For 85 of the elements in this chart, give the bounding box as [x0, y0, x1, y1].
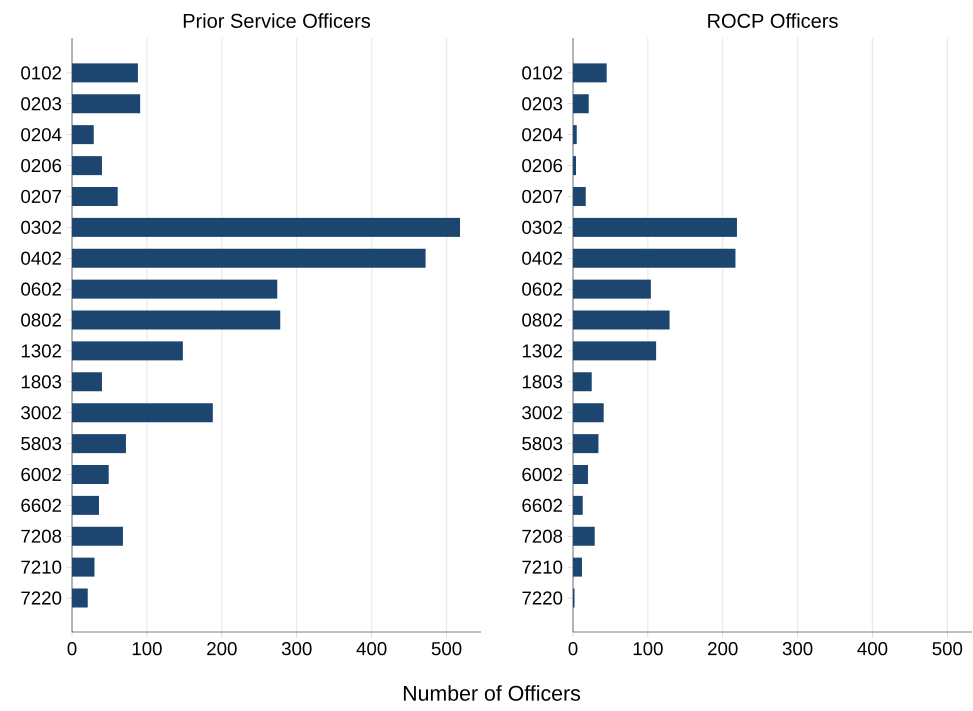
bar	[573, 248, 736, 268]
bar	[72, 372, 102, 392]
y-tick-label: 7210	[21, 560, 62, 574]
y-tick-label: 0802	[522, 313, 562, 327]
x-tick-label: 200	[708, 642, 738, 656]
y-tick-label: 1803	[522, 375, 562, 388]
x-tick-label: 300	[782, 642, 812, 656]
chart-title: Prior Service Officers	[184, 13, 370, 28]
bar	[72, 526, 123, 546]
bar	[72, 248, 426, 268]
y-tick-label: 0207	[21, 190, 62, 204]
y-tick-label: 7220	[522, 591, 562, 605]
y-tick-label: 0203	[21, 97, 62, 110]
x-tick-label: 400	[857, 642, 888, 656]
y-tick-label: 0602	[522, 282, 562, 296]
bar	[573, 526, 595, 546]
y-tick-label: 0203	[522, 97, 562, 110]
bar	[72, 156, 102, 176]
bar	[72, 218, 460, 237]
y-tick-label: 0206	[522, 158, 562, 172]
bar	[573, 496, 583, 515]
x-axis-title: Number of Officers	[404, 685, 580, 701]
y-tick-label: 0402	[21, 252, 62, 265]
y-tick-label: 1302	[22, 344, 62, 358]
y-tick-label: 0302	[522, 220, 562, 234]
x-tick-label: 100	[634, 642, 663, 656]
x-tick-label: 0	[568, 642, 578, 656]
y-tick-label: 0204	[522, 128, 562, 142]
bar	[72, 403, 213, 422]
y-tick-label: 7210	[522, 560, 562, 574]
y-tick-label: 0402	[522, 252, 562, 265]
x-tick-label: 0	[68, 642, 76, 656]
bar	[72, 186, 118, 206]
bar	[573, 372, 592, 392]
bar	[72, 63, 138, 82]
y-tick-label: 6002	[21, 468, 62, 482]
bar	[573, 434, 598, 454]
bar	[72, 464, 109, 484]
bar	[573, 464, 588, 484]
y-tick-label: 1803	[22, 375, 62, 388]
y-tick-label: 0102	[522, 66, 562, 80]
y-tick-label: 0204	[21, 128, 62, 142]
bar	[573, 558, 582, 577]
bar	[72, 125, 94, 144]
y-tick-label: 0207	[522, 190, 562, 204]
bar	[72, 310, 280, 330]
bar	[573, 125, 577, 144]
y-tick-label: 7220	[21, 591, 62, 605]
bar	[72, 341, 183, 360]
bar	[573, 310, 670, 330]
bar	[573, 280, 651, 299]
y-tick-label: 0206	[21, 158, 62, 172]
bar	[573, 94, 589, 114]
y-tick-label: 7208	[522, 530, 562, 543]
bar	[72, 434, 126, 454]
x-tick-label: 300	[282, 642, 312, 656]
x-tick-label: 500	[932, 642, 962, 656]
bar	[72, 558, 94, 577]
bar	[72, 280, 278, 299]
y-tick-label: 5803	[522, 436, 562, 450]
bar	[573, 186, 586, 206]
bar	[72, 588, 88, 608]
y-tick-label: 7208	[21, 530, 62, 543]
y-tick-label: 6602	[522, 498, 562, 512]
y-tick-label: 1302	[522, 344, 562, 358]
y-tick-label: 3002	[21, 406, 62, 420]
x-tick-label: 100	[132, 642, 162, 656]
y-tick-label: 0802	[21, 313, 62, 327]
y-tick-label: 5803	[21, 436, 62, 450]
y-tick-label: 3002	[522, 406, 562, 420]
y-tick-label: 0602	[21, 282, 62, 296]
x-tick-label: 500	[432, 642, 462, 656]
bar	[72, 496, 99, 515]
bar	[573, 341, 656, 360]
y-tick-label: 0102	[21, 66, 62, 80]
x-tick-label: 400	[356, 642, 386, 656]
x-tick-label: 200	[207, 642, 237, 656]
bar	[573, 403, 604, 422]
chart-title: ROCP Officers	[708, 13, 838, 28]
y-tick-label: 6602	[21, 498, 62, 512]
bar	[573, 63, 607, 82]
y-tick-label: 0302	[21, 220, 62, 234]
bar	[72, 94, 140, 114]
y-tick-label: 6002	[522, 468, 562, 482]
bar	[573, 218, 737, 237]
